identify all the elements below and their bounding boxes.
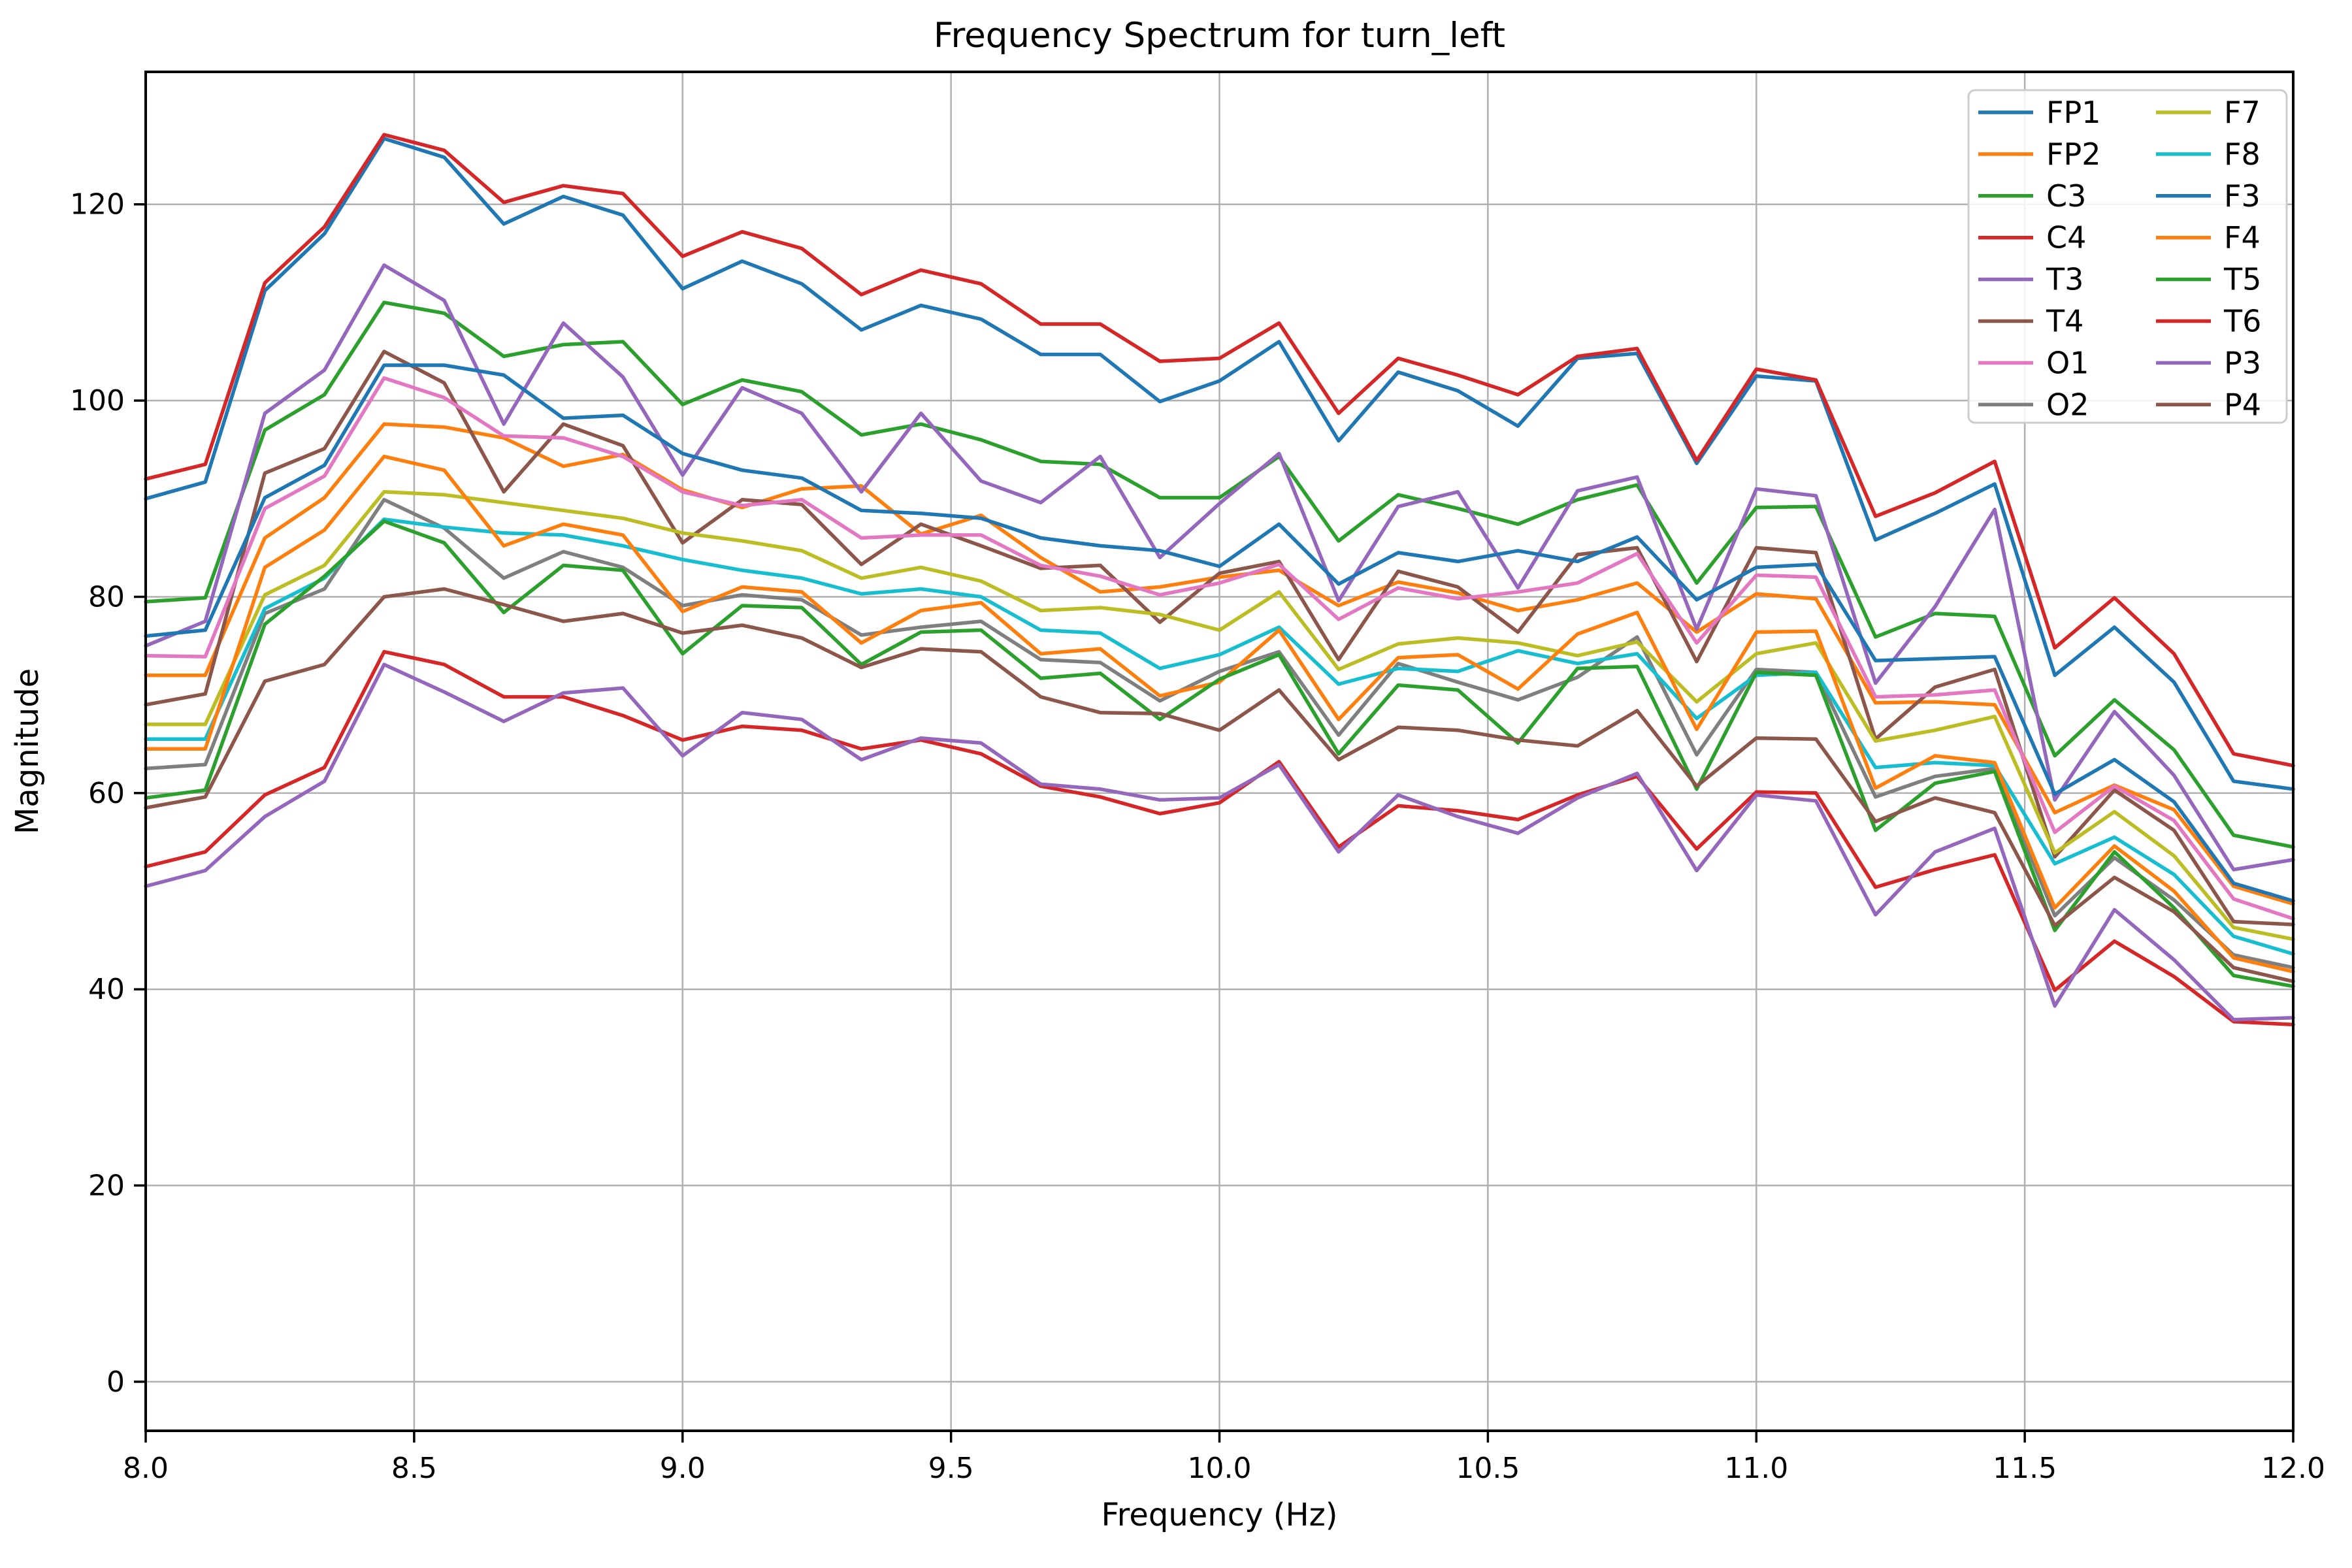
series-line-P3 <box>144 662 2295 1022</box>
chart-title: Frequency Spectrum for turn_left <box>934 16 1505 56</box>
series-line-C4 <box>144 133 2295 768</box>
series-line-O2 <box>144 498 2295 970</box>
legend-label-FP1: FP1 <box>2046 95 2100 130</box>
series-lines <box>144 133 2295 1027</box>
legend-label-P4: P4 <box>2224 387 2261 422</box>
series-line-T6 <box>144 649 2295 1027</box>
legend-label-T4: T4 <box>2046 304 2083 339</box>
legend-label-F7: F7 <box>2224 95 2261 130</box>
legend: FP1 FP2 C3 C4 T3 T4 O1 O2 F7 F8 F3 F4 T5 T6 P3 P4 <box>1967 89 2288 424</box>
legend-label-F8: F8 <box>2224 137 2261 172</box>
legend-label-F4: F4 <box>2224 220 2261 255</box>
legend-entry-T6: T6 <box>2156 304 2261 339</box>
y-tick-label: 20 <box>88 1169 125 1203</box>
legend-entry-T3: T3 <box>1978 262 2083 297</box>
legend-entry-O2: O2 <box>1978 387 2089 422</box>
series-line-F4 <box>144 454 2295 973</box>
grid <box>144 72 2295 1431</box>
x-tick-label: 10.0 <box>1188 1452 1252 1485</box>
y-tick-label: 80 <box>88 580 125 613</box>
legend-entry-F8: F8 <box>2156 137 2261 172</box>
axis-ticks: 8.0 8.5 9.0 9.5 10.0 10.5 11.0 11.5 12.0 0 20 40 60 8… <box>70 188 2325 1485</box>
legend-label-C4: C4 <box>2046 220 2086 255</box>
legend-label-P3: P3 <box>2224 345 2261 380</box>
legend-label-T3: T3 <box>2046 262 2083 297</box>
x-tick-label: 9.5 <box>928 1452 974 1485</box>
legend-entry-T4: T4 <box>1978 304 2083 339</box>
series-line-F7 <box>144 490 2295 941</box>
x-tick-label: 9.0 <box>660 1452 706 1485</box>
legend-entry-F4: F4 <box>2156 220 2261 255</box>
legend-label-F3: F3 <box>2224 178 2261 214</box>
x-tick-label: 12.0 <box>2261 1452 2325 1485</box>
legend-label-T6: T6 <box>2223 304 2261 339</box>
legend-entry-C4: C4 <box>1978 220 2086 255</box>
series-line-FP1 <box>144 137 2295 791</box>
legend-entry-P4: P4 <box>2156 387 2261 422</box>
y-tick-label: 100 <box>70 384 125 417</box>
y-tick-label: 0 <box>106 1365 125 1399</box>
legend-entry-P3: P3 <box>2156 345 2261 380</box>
legend-box <box>1967 89 2288 424</box>
y-tick-label: 120 <box>70 188 125 221</box>
x-axis-label: Frequency (Hz) <box>1102 1497 1338 1533</box>
legend-label-T5: T5 <box>2223 262 2261 297</box>
series-line-T4 <box>144 350 2295 926</box>
legend-entry-C3: C3 <box>1978 178 2086 214</box>
y-axis-label: Magnitude <box>9 668 46 834</box>
series-line-FP2 <box>144 422 2295 906</box>
x-tick-label: 11.0 <box>1724 1452 1788 1485</box>
legend-label-FP2: FP2 <box>2046 137 2100 172</box>
y-tick-label: 60 <box>88 777 125 810</box>
legend-entry-F3: F3 <box>2156 178 2261 214</box>
legend-entry-FP1: FP1 <box>1978 95 2100 130</box>
x-tick-label: 11.5 <box>1993 1452 2057 1485</box>
x-tick-label: 8.0 <box>123 1452 169 1485</box>
legend-entry-O1: O1 <box>1978 345 2089 380</box>
series-line-T3 <box>144 263 2295 872</box>
y-tick-label: 40 <box>88 973 125 1006</box>
series-line-T5 <box>144 519 2295 988</box>
series-line-P4 <box>144 587 2295 983</box>
legend-label-O2: O2 <box>2046 387 2089 422</box>
series-line-F8 <box>144 517 2295 956</box>
legend-label-C3: C3 <box>2046 178 2086 214</box>
legend-label-O1: O1 <box>2046 345 2089 380</box>
x-tick-label: 8.5 <box>391 1452 437 1485</box>
legend-entry-F7: F7 <box>2156 95 2261 130</box>
legend-entry-FP2: FP2 <box>1978 137 2100 172</box>
series-line-O1 <box>144 376 2295 921</box>
series-line-F3 <box>144 363 2295 903</box>
series-line-C3 <box>144 301 2295 849</box>
x-tick-label: 10.5 <box>1456 1452 1520 1485</box>
legend-entry-T5: T5 <box>2156 262 2261 297</box>
